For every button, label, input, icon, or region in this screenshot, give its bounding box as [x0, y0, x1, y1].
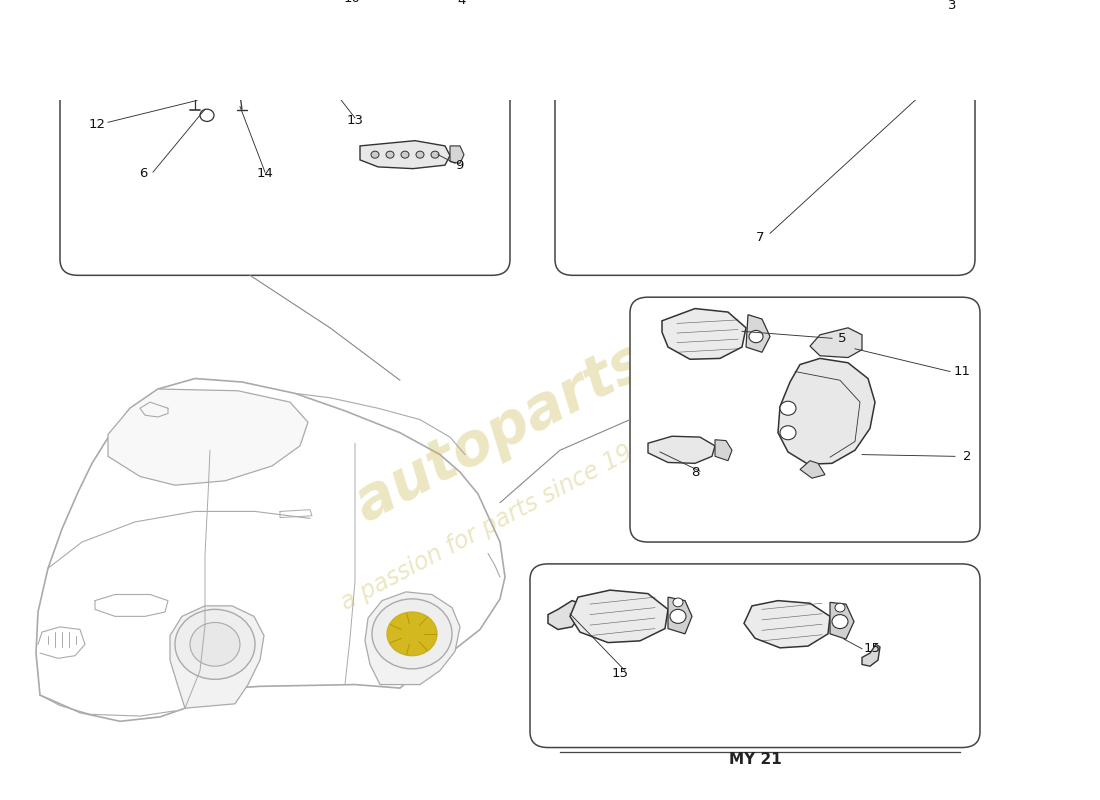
Circle shape — [386, 151, 394, 158]
Polygon shape — [862, 644, 880, 666]
Polygon shape — [744, 601, 830, 648]
Text: 10: 10 — [343, 0, 361, 5]
Circle shape — [780, 426, 796, 440]
Text: 15: 15 — [864, 642, 880, 655]
FancyBboxPatch shape — [530, 564, 980, 747]
Polygon shape — [800, 461, 825, 478]
Text: a passion for parts since 1985: a passion for parts since 1985 — [337, 426, 663, 614]
Text: 8: 8 — [691, 466, 700, 479]
Polygon shape — [830, 602, 854, 639]
Circle shape — [832, 614, 848, 629]
Polygon shape — [570, 590, 668, 642]
Circle shape — [175, 610, 255, 679]
Circle shape — [371, 151, 380, 158]
Polygon shape — [662, 309, 746, 359]
Polygon shape — [715, 440, 732, 461]
Polygon shape — [648, 436, 715, 463]
Polygon shape — [170, 606, 264, 708]
Circle shape — [835, 603, 845, 612]
Polygon shape — [36, 378, 505, 722]
Circle shape — [749, 330, 763, 342]
Text: 9: 9 — [454, 158, 463, 172]
FancyBboxPatch shape — [630, 297, 980, 542]
Circle shape — [670, 610, 686, 623]
Text: 5: 5 — [838, 332, 846, 345]
Circle shape — [416, 151, 424, 158]
Text: 12: 12 — [88, 118, 106, 130]
Text: MY 21: MY 21 — [728, 752, 781, 767]
Text: 15: 15 — [612, 666, 628, 680]
Polygon shape — [220, 55, 245, 68]
Circle shape — [673, 598, 683, 606]
Polygon shape — [668, 597, 692, 634]
Text: 13: 13 — [346, 114, 363, 127]
Polygon shape — [810, 328, 862, 358]
Text: 4: 4 — [458, 0, 466, 7]
Circle shape — [387, 612, 437, 656]
Circle shape — [402, 151, 409, 158]
Text: autoparts: autoparts — [344, 332, 656, 534]
Circle shape — [431, 151, 439, 158]
Polygon shape — [274, 0, 310, 61]
Text: 11: 11 — [954, 365, 970, 378]
Circle shape — [200, 109, 214, 122]
Text: 7: 7 — [756, 231, 764, 244]
FancyBboxPatch shape — [60, 0, 510, 275]
Polygon shape — [138, 19, 268, 82]
Polygon shape — [365, 592, 460, 685]
Circle shape — [372, 599, 452, 669]
Polygon shape — [746, 314, 770, 352]
Text: 3: 3 — [948, 0, 956, 12]
Circle shape — [780, 402, 796, 415]
Polygon shape — [548, 601, 580, 630]
Text: 2: 2 — [962, 450, 971, 463]
Polygon shape — [778, 358, 874, 464]
Circle shape — [921, 54, 939, 70]
Polygon shape — [582, 36, 932, 85]
Polygon shape — [353, 0, 448, 63]
Polygon shape — [360, 141, 450, 169]
Polygon shape — [448, 14, 476, 59]
Text: 14: 14 — [256, 167, 274, 180]
Polygon shape — [114, 0, 298, 96]
FancyBboxPatch shape — [556, 0, 975, 275]
Polygon shape — [188, 52, 210, 64]
Text: 6: 6 — [139, 167, 147, 180]
Circle shape — [190, 622, 240, 666]
Polygon shape — [108, 389, 308, 485]
Polygon shape — [450, 146, 464, 163]
